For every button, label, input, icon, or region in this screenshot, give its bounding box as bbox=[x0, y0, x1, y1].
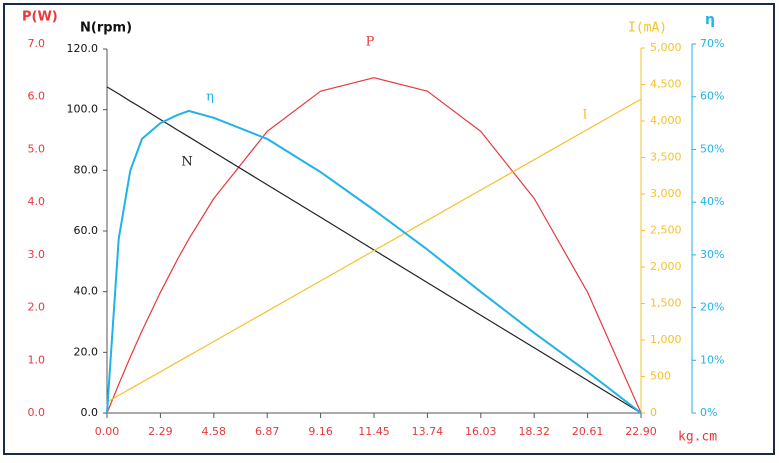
y-tick-label: 50% bbox=[700, 142, 724, 155]
series-label: N bbox=[181, 155, 192, 170]
series-line bbox=[106, 77, 642, 414]
y-tick-label: 100.0 bbox=[67, 103, 99, 116]
y-tick-label: 5.0 bbox=[28, 142, 46, 155]
y-tick-label: 1,000 bbox=[650, 333, 682, 346]
x-tick-label: 22.90 bbox=[625, 425, 657, 438]
x-tick-label: 11.45 bbox=[358, 425, 390, 438]
series-line bbox=[106, 86, 642, 414]
y-tick-label: 4.0 bbox=[28, 195, 46, 208]
x-axis-title: kg.cm bbox=[678, 430, 717, 445]
x-tick-label: 2.29 bbox=[148, 425, 173, 438]
y-tick-label: 6.0 bbox=[28, 90, 46, 103]
y-tick-label: 1.0 bbox=[28, 353, 46, 366]
series-label: I bbox=[582, 108, 587, 123]
y-tick-label: 2,500 bbox=[650, 224, 682, 237]
n-axis-title: N(rpm) bbox=[80, 21, 132, 36]
y-tick-label: 20.0 bbox=[74, 345, 99, 358]
y-tick-label: 30% bbox=[700, 248, 724, 261]
y-tick-label: 2,000 bbox=[650, 260, 682, 273]
y-tick-label: 40% bbox=[700, 195, 724, 208]
y-tick-label: 0.0 bbox=[81, 406, 99, 419]
x-tick-label: 0.00 bbox=[95, 425, 120, 438]
y-tick-label: 7.0 bbox=[28, 37, 46, 50]
y-tick-label: 80.0 bbox=[74, 163, 99, 176]
y-tick-label: 500 bbox=[650, 370, 671, 383]
y-tick-label: 60% bbox=[700, 90, 724, 103]
y-tick-label: 60.0 bbox=[74, 224, 99, 237]
y-tick-label: 40.0 bbox=[74, 285, 99, 298]
y-tick-label: 5,000 bbox=[650, 41, 682, 54]
x-tick-label: 16.03 bbox=[465, 425, 497, 438]
series-label: η bbox=[206, 90, 214, 105]
series-line bbox=[106, 98, 642, 403]
y-tick-label: 2.0 bbox=[28, 301, 46, 314]
x-tick-label: 13.74 bbox=[412, 425, 444, 438]
y-tick-label: 0 bbox=[650, 406, 657, 419]
y-tick-label: 0% bbox=[700, 406, 717, 419]
p-axis-title: P(W) bbox=[22, 10, 58, 25]
series-label: P bbox=[366, 35, 375, 50]
y-tick-label: 10% bbox=[700, 353, 724, 366]
y-tick-label: 120.0 bbox=[67, 42, 99, 55]
x-tick-label: 9.16 bbox=[308, 425, 333, 438]
x-tick-label: 20.61 bbox=[572, 425, 604, 438]
x-tick-label: 18.32 bbox=[518, 425, 550, 438]
y-tick-label: 4,500 bbox=[650, 78, 682, 91]
i-axis-title: I(mA) bbox=[628, 21, 667, 36]
y-tick-label: 0.0 bbox=[28, 406, 46, 419]
y-tick-label: 70% bbox=[700, 37, 724, 50]
x-tick-label: 6.87 bbox=[255, 425, 280, 438]
y-tick-label: 4,000 bbox=[650, 114, 682, 127]
y-tick-label: 20% bbox=[700, 301, 724, 314]
y-tick-label: 3,500 bbox=[650, 151, 682, 164]
series-line bbox=[106, 109, 642, 414]
frame bbox=[3, 3, 775, 455]
x-tick-label: 4.58 bbox=[202, 425, 227, 438]
eta-axis-title: η bbox=[705, 12, 715, 28]
y-tick-label: 3.0 bbox=[28, 248, 46, 261]
y-tick-label: 1,500 bbox=[650, 297, 682, 310]
y-tick-label: 3,000 bbox=[650, 187, 682, 200]
